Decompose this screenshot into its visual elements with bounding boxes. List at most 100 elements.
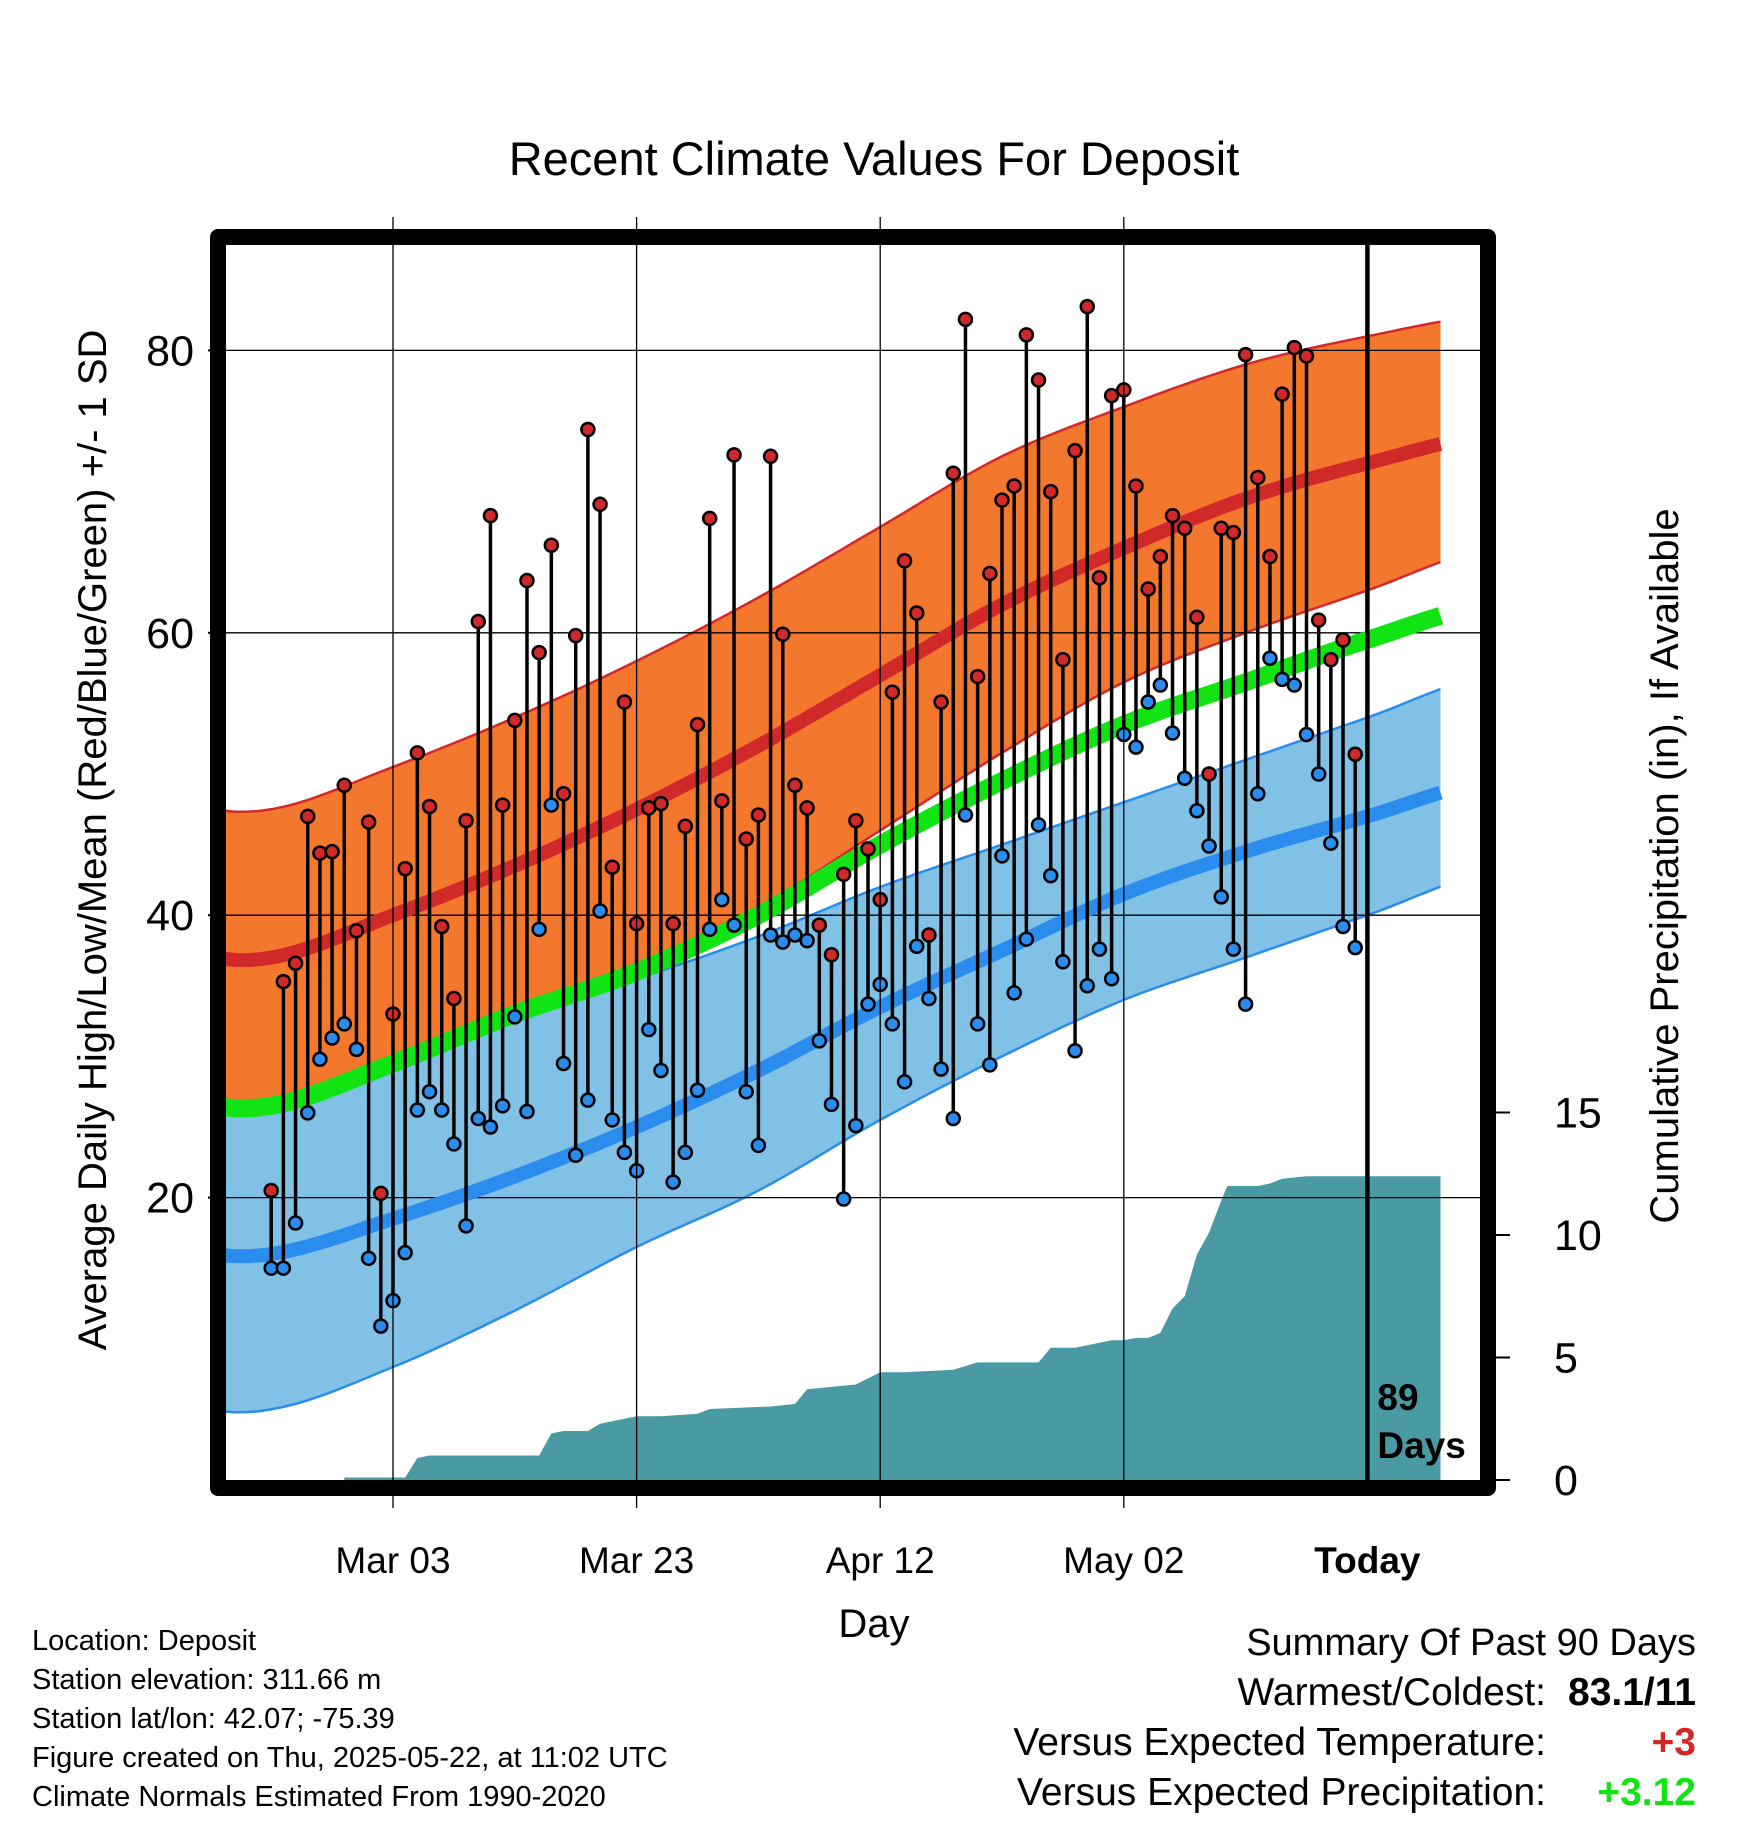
daily-low-point	[884, 1016, 901, 1032]
daily-high-point	[726, 447, 742, 463]
daily-low-point	[957, 807, 974, 823]
daily-high-point	[1237, 346, 1254, 363]
daily-high-point	[519, 572, 535, 589]
daily-low-point	[787, 927, 803, 943]
daily-low-point	[1201, 838, 1217, 854]
daily-low-point	[641, 1021, 657, 1038]
y-axis-label: Average Daily High/Low/Mean (Red/Blue/Gr…	[71, 330, 115, 1351]
elevation-text: Station elevation: 311.66 m	[32, 1664, 382, 1696]
daily-high-point	[373, 1185, 389, 1202]
daily-low-point	[1335, 918, 1351, 935]
daily-high-point	[580, 421, 596, 438]
daily-low-point	[470, 1110, 487, 1127]
daily-low-point	[835, 1191, 852, 1207]
daily-high-point	[275, 973, 292, 990]
days-count-word: Days	[1377, 1425, 1465, 1466]
daily-high-point	[896, 553, 913, 569]
high-normal-line	[226, 437, 1443, 968]
daily-high-point	[324, 843, 340, 860]
daily-high-point	[933, 694, 949, 710]
plot-frame	[210, 229, 1496, 1496]
daily-high-point	[287, 955, 304, 971]
daily-low-point	[738, 1083, 754, 1100]
daily-high-point	[1310, 612, 1327, 628]
x-tick-label: Mar 03	[335, 1540, 450, 1581]
x-tick-label: Mar 23	[579, 1540, 694, 1581]
daily-high-point	[738, 831, 754, 847]
daily-low-point	[701, 921, 718, 938]
daily-high-point	[787, 777, 803, 794]
daily-high-point	[592, 496, 608, 513]
daily-low-point	[726, 917, 742, 933]
daily-low-point	[848, 1117, 864, 1134]
daily-high-point	[714, 793, 730, 809]
daily-low-point	[1042, 867, 1059, 884]
daily-low-point	[1018, 931, 1035, 947]
daily-high-point	[1298, 348, 1315, 364]
daily-high-point	[312, 845, 328, 861]
daily-high-point	[1091, 569, 1108, 586]
daily-low-point	[348, 1041, 365, 1058]
precipitation-area	[271, 1176, 1441, 1480]
daily-high-point	[507, 712, 523, 729]
daily-low-point	[665, 1174, 681, 1190]
x-axis-label: Day	[838, 1602, 909, 1646]
normals-text: Climate Normals Estimated From 1990-2020	[32, 1781, 606, 1813]
daily-low-point	[933, 1061, 949, 1077]
daily-low-point	[543, 797, 560, 813]
daily-low-point	[421, 1083, 438, 1100]
daily-low-point	[1323, 835, 1339, 851]
daily-high-point	[299, 808, 316, 825]
y2-tick-label: 10	[1554, 1212, 1602, 1260]
daily-low-point	[775, 934, 791, 950]
daily-high-point	[957, 311, 974, 328]
daily-low-point	[567, 1147, 584, 1163]
daily-high-point	[689, 716, 706, 733]
daily-low-point	[823, 1096, 840, 1113]
daily-high-point	[458, 812, 474, 829]
daily-low-point	[409, 1102, 426, 1118]
daily-low-point	[1164, 725, 1181, 741]
summary-panel: Summary Of Past 90 Days Warmest/Coldest:…	[796, 1618, 1696, 1818]
daily-high-point	[775, 626, 791, 642]
daily-high-point	[1225, 524, 1242, 541]
daily-low-point	[482, 1119, 499, 1135]
daily-low-point	[555, 1055, 572, 1072]
daily-low-point	[653, 1062, 669, 1079]
low-sd-band	[226, 689, 1441, 1413]
daily-high-point	[1103, 387, 1120, 404]
daily-low-point	[494, 1098, 511, 1114]
daily-low-point	[1225, 941, 1242, 957]
plot-area	[226, 298, 1480, 1480]
daily-high-point	[348, 922, 365, 939]
precip-versus-value: +3.12	[1597, 1771, 1696, 1814]
daily-high-point	[1323, 651, 1339, 668]
daily-low-point	[1237, 996, 1254, 1012]
daily-high-point	[1335, 632, 1351, 648]
daily-low-point	[397, 1244, 413, 1261]
daily-low-point	[689, 1082, 706, 1099]
daily-high-point	[1286, 339, 1303, 356]
daily-high-point	[811, 917, 828, 933]
daily-low-point	[799, 932, 815, 949]
daily-low-point	[1274, 671, 1290, 688]
daily-high-point	[616, 694, 633, 710]
daily-low-point	[714, 891, 730, 908]
daily-high-point	[1262, 548, 1278, 565]
daily-low-point	[1006, 985, 1022, 1001]
daily-low-point	[1189, 802, 1205, 819]
daily-high-point	[446, 990, 462, 1007]
daily-high-point	[567, 627, 584, 644]
x-tick-label: Apr 12	[826, 1540, 935, 1581]
daily-high-point	[701, 510, 718, 527]
daily-high-point	[263, 1182, 279, 1199]
y2-tick-label: 5	[1554, 1335, 1578, 1383]
daily-high-point	[1055, 651, 1071, 668]
daily-high-point	[1274, 386, 1290, 402]
daily-low-point	[336, 1016, 353, 1032]
warmest-coldest-value: 83.1/11	[1568, 1671, 1696, 1714]
daily-high-point	[969, 668, 986, 685]
daily-high-point	[1250, 469, 1266, 486]
daily-low-point	[1176, 770, 1193, 786]
daily-low-point	[360, 1250, 377, 1267]
